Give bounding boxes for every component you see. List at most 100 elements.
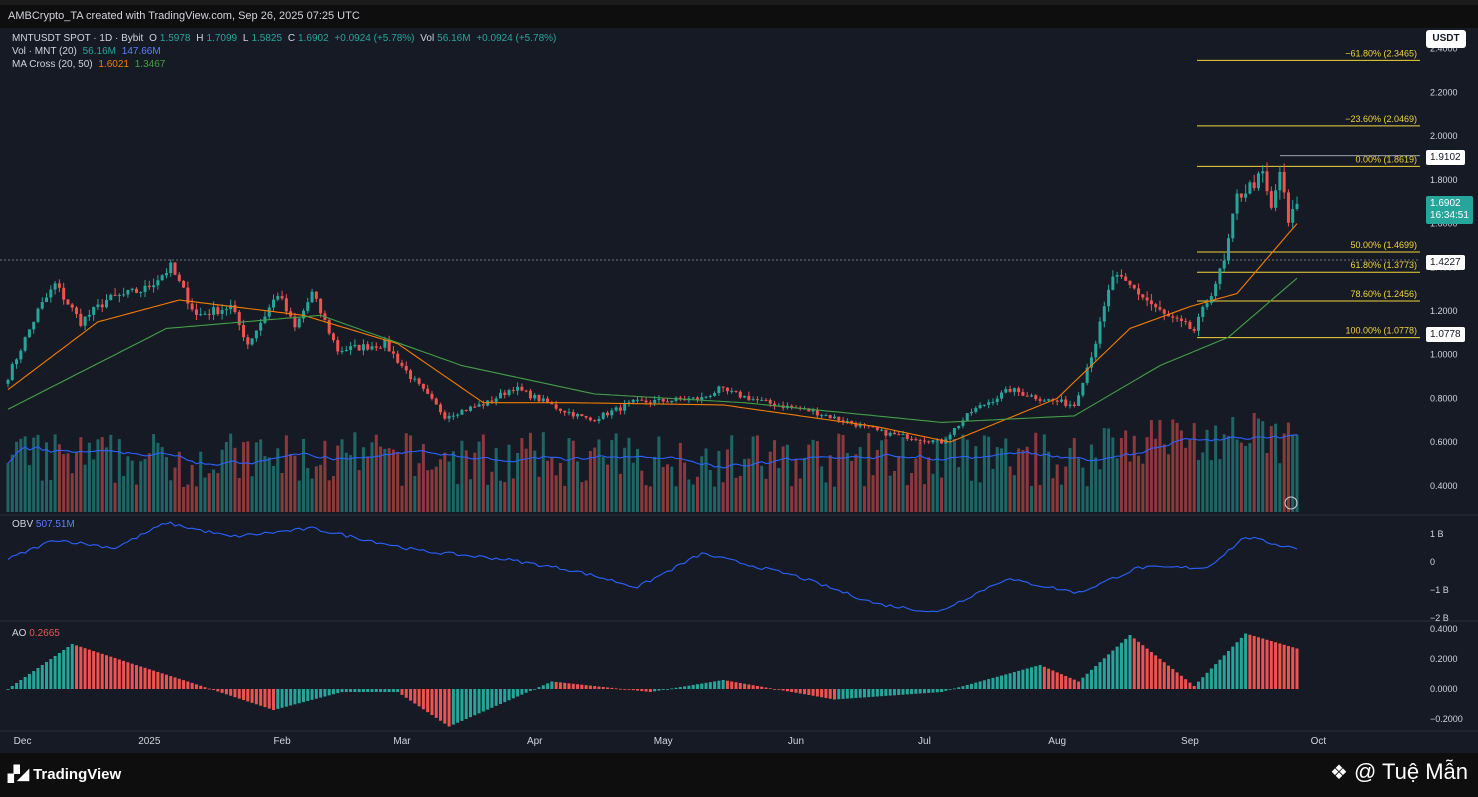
ao-bar	[991, 677, 995, 689]
candle-body	[96, 304, 100, 308]
volume-bar	[177, 451, 181, 512]
candle-body	[1008, 389, 1012, 392]
ao-bar	[169, 676, 173, 689]
legend-ma-row[interactable]: MA Cross (20, 50) 1.6021 1.3467	[12, 59, 168, 70]
candle-body	[760, 399, 764, 401]
candle-body	[254, 330, 258, 339]
ao-bar	[272, 689, 276, 710]
ao-bar	[511, 689, 515, 699]
ao-bar	[1171, 669, 1175, 689]
candle-body	[122, 294, 126, 296]
candle-body	[1184, 321, 1188, 323]
ao-bar	[1017, 670, 1021, 689]
candle-body	[1094, 343, 1098, 358]
candle-body	[66, 299, 70, 305]
volume-bars	[6, 412, 1299, 512]
ao-bar	[888, 689, 892, 696]
candle-body	[978, 405, 982, 409]
volume-bar	[293, 455, 297, 512]
candle-body	[164, 273, 168, 276]
candle-body	[473, 406, 477, 408]
price-tick-2: 2.0000	[1430, 131, 1458, 141]
ao-legend[interactable]: AO 0.2665	[12, 628, 60, 639]
tradingview-logo[interactable]: ▞◢ TradingView	[8, 765, 121, 784]
ao-bar	[1274, 642, 1278, 689]
candle-body	[623, 403, 627, 411]
legend-volume-row[interactable]: Vol · MNT (20) 56.16M 147.66M	[12, 46, 164, 57]
volume-bar	[1004, 438, 1008, 512]
volume-bar	[344, 452, 348, 512]
volume-bar	[576, 461, 580, 512]
ao-bar	[19, 680, 23, 689]
volume-bar	[1077, 458, 1081, 512]
ao-bar	[383, 689, 387, 692]
candle-body	[1167, 313, 1171, 317]
volume-bar	[884, 439, 888, 512]
volume-bar	[87, 442, 91, 512]
ao-bar	[1184, 679, 1188, 689]
volume-bar	[1184, 447, 1188, 512]
candle-body	[477, 404, 481, 407]
volume-ma-line	[7, 433, 1298, 469]
ao-bar	[147, 669, 151, 689]
obv-legend[interactable]: OBV 507.51M	[12, 519, 75, 530]
fib-label-2: 0.00% (1.8619)	[1355, 154, 1417, 164]
volume-bar	[837, 433, 841, 512]
ao-bar	[447, 689, 451, 727]
ao-bar	[828, 689, 832, 699]
volume-bar	[1256, 418, 1260, 512]
candle-body	[27, 329, 31, 338]
candle-body	[1248, 182, 1252, 194]
ao-bar	[83, 648, 87, 689]
ao-bar	[1034, 666, 1038, 689]
current-price-tag: 1.6902 16:34:51	[1426, 196, 1473, 224]
ao-bar	[301, 689, 305, 703]
ao-bar	[468, 689, 472, 718]
volume-bar	[62, 454, 66, 512]
ao-bar	[845, 689, 849, 699]
ao-bar	[948, 689, 952, 690]
ao-bar	[1282, 644, 1286, 689]
ao-bar	[1235, 642, 1239, 689]
ao-bar	[820, 689, 824, 698]
candle-body	[139, 291, 143, 293]
candle-body	[297, 318, 301, 328]
ao-bar	[922, 689, 926, 694]
volume-bar	[708, 470, 712, 512]
candle-body	[1226, 238, 1230, 261]
fib-retracement[interactable]: −61.80% (2.3465) −23.60% (2.0469) 0.00% (1…	[1197, 48, 1420, 339]
volume-bar	[331, 476, 335, 512]
volume-bar	[777, 468, 781, 512]
ao-bar	[259, 689, 263, 706]
volume-bar	[1154, 438, 1158, 512]
ao-bar	[263, 689, 267, 708]
candle-body	[293, 316, 297, 328]
ao-bar	[952, 688, 956, 690]
candle-body	[1239, 193, 1243, 198]
candle-body	[284, 298, 288, 312]
ao-bar	[1192, 686, 1196, 689]
candle-body	[366, 344, 370, 350]
candle-body	[1218, 268, 1222, 284]
chart-area[interactable]	[0, 28, 1478, 753]
volume-bar	[1025, 446, 1029, 512]
ao-bar	[781, 689, 785, 691]
candle-body	[361, 344, 365, 351]
candle-body	[1068, 404, 1072, 406]
volume-bar	[40, 480, 44, 512]
ao-bar	[935, 689, 939, 693]
volume-bar	[1149, 420, 1153, 512]
volume-bar	[1222, 434, 1226, 512]
date-tick-1: 2025	[138, 736, 161, 747]
ao-bar	[443, 689, 447, 724]
currency-button[interactable]: USDT	[1426, 30, 1466, 48]
ao-bar	[1291, 647, 1295, 689]
volume-bar	[1218, 459, 1222, 512]
fib-label-6: 100.00% (1.0778)	[1345, 326, 1417, 336]
volume-bar	[220, 449, 224, 512]
candle-body	[965, 413, 969, 421]
candle-body	[109, 294, 113, 300]
ao-bar	[503, 689, 507, 703]
candle-body	[280, 296, 284, 299]
